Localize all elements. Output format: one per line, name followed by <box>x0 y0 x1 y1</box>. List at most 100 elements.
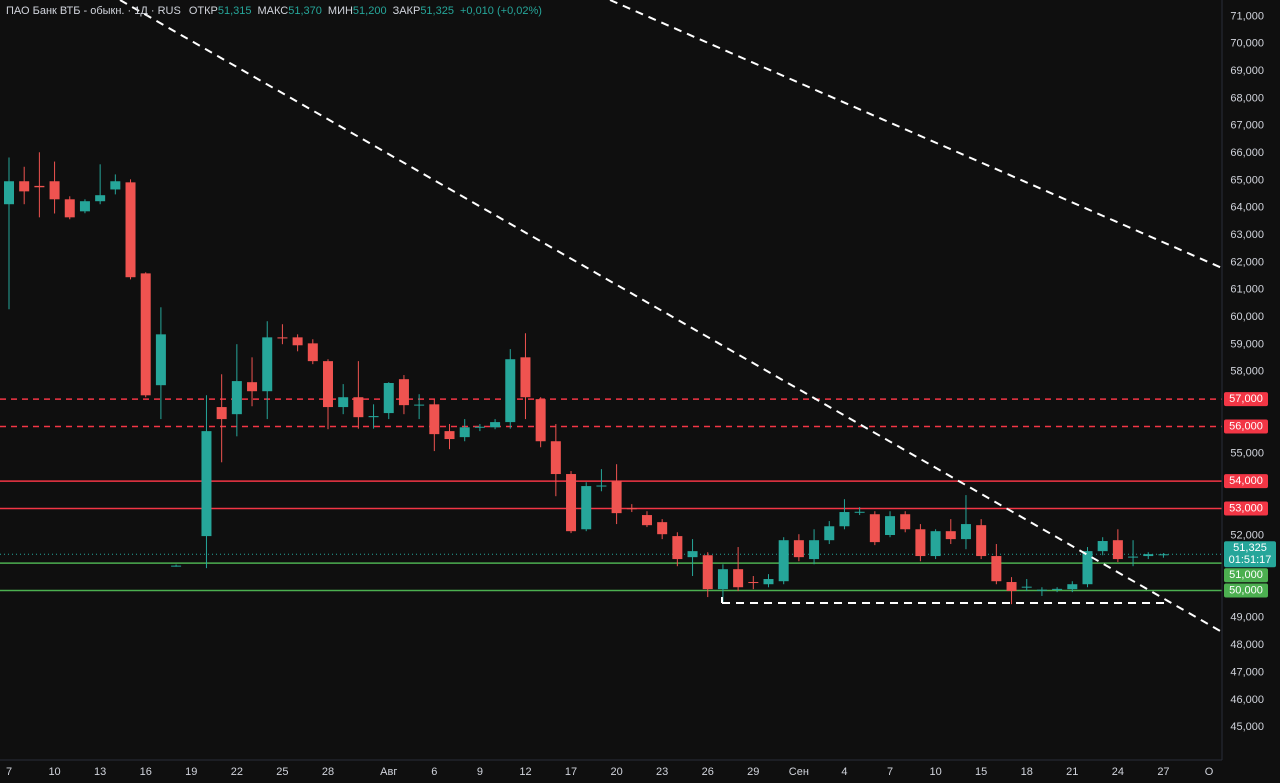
candle-body <box>687 551 698 558</box>
candle-body <box>657 522 668 535</box>
candle-body <box>869 514 880 543</box>
candle-body <box>155 334 166 386</box>
candle-body <box>110 181 121 190</box>
x-tick-label: 4 <box>841 766 847 778</box>
countdown-text: 01:51:17 <box>1229 554 1272 566</box>
candle-body <box>338 397 349 408</box>
candle-body <box>216 407 227 420</box>
candle-body <box>535 399 546 442</box>
candle-body <box>459 427 470 438</box>
x-tick-label: 9 <box>477 766 483 778</box>
candle-body <box>4 181 14 205</box>
candle-body <box>1082 551 1093 585</box>
y-tick-label: 55,000 <box>1230 448 1264 460</box>
candle-body <box>626 508 637 510</box>
candle-body <box>262 337 273 392</box>
last-price-box <box>1224 541 1276 568</box>
level-label-box <box>1224 419 1268 434</box>
y-tick-label: 67,000 <box>1230 120 1264 132</box>
x-tick-label: 23 <box>656 766 668 778</box>
candle-body <box>566 474 577 532</box>
y-tick-label: 46,000 <box>1230 694 1264 706</box>
x-tick-label: 10 <box>48 766 60 778</box>
candle-body <box>915 529 926 557</box>
level-label-box <box>1224 568 1268 583</box>
level-label: 57,000 <box>1229 393 1263 405</box>
y-tick-label: 63,000 <box>1230 229 1264 241</box>
candle-body <box>231 381 242 415</box>
candle-body <box>733 569 744 588</box>
candle-body <box>49 181 60 200</box>
candle-body <box>641 515 652 526</box>
candle-body <box>1158 554 1169 556</box>
y-tick-label: 47,000 <box>1230 666 1264 678</box>
trend-line <box>119 0 1223 633</box>
candle-body <box>34 185 45 188</box>
field-label: ЗАКР <box>392 5 421 17</box>
y-tick-label: 64,000 <box>1230 202 1264 214</box>
x-tick-label: Авг <box>380 766 397 778</box>
x-tick-label: Сен <box>789 766 809 778</box>
x-tick-label: 16 <box>140 766 152 778</box>
candle-body <box>444 431 455 440</box>
candle-body <box>930 531 941 557</box>
x-tick-label: 7 <box>6 766 12 778</box>
x-tick-label: О <box>1205 766 1214 778</box>
candle-body <box>429 404 440 435</box>
candle-body <box>171 565 182 567</box>
candle-body <box>778 540 789 582</box>
field-value: 51,200 <box>352 5 387 17</box>
candle-body <box>353 397 364 418</box>
candle-body <box>398 379 409 406</box>
x-tick-label: 6 <box>431 766 437 778</box>
x-tick-label: 29 <box>747 766 759 778</box>
candle-body <box>1021 586 1032 588</box>
candle-body <box>1097 541 1108 552</box>
y-tick-label: 49,000 <box>1230 612 1264 624</box>
y-tick-label: 65,000 <box>1230 174 1264 186</box>
x-tick-label: 26 <box>702 766 714 778</box>
level-label: 51,000 <box>1229 569 1263 581</box>
candle-body <box>672 536 683 560</box>
candle-body <box>414 404 425 406</box>
x-tick-label: 17 <box>565 766 577 778</box>
field-label: МИН <box>327 5 353 17</box>
candle-body <box>763 579 774 585</box>
level-label-box <box>1224 392 1268 407</box>
y-tick-label: 61,000 <box>1230 284 1264 296</box>
y-tick-label: 45,000 <box>1230 721 1264 733</box>
candle-body <box>79 201 90 212</box>
level-label: 56,000 <box>1229 420 1263 432</box>
candle-body <box>702 555 713 590</box>
candle-body <box>809 540 820 560</box>
candle-body <box>885 516 896 536</box>
candle-body <box>854 511 865 513</box>
candle-body <box>900 514 911 530</box>
x-tick-label: 21 <box>1066 766 1078 778</box>
x-tick-label: 18 <box>1021 766 1033 778</box>
candle-body <box>839 512 850 527</box>
x-tick-label: 12 <box>519 766 531 778</box>
x-tick-label: 24 <box>1112 766 1124 778</box>
x-tick-label: 27 <box>1157 766 1169 778</box>
candle-body <box>307 343 318 362</box>
candle-body <box>717 569 728 590</box>
field-value: 51,325 <box>420 5 454 17</box>
y-tick-label: 70,000 <box>1230 38 1264 50</box>
price-axis-panel <box>1222 0 1280 783</box>
y-tick-label: 59,000 <box>1230 338 1264 350</box>
candle-body <box>505 359 516 423</box>
y-tick-label: 52,000 <box>1230 530 1264 542</box>
candle-body <box>976 525 987 557</box>
candle-body <box>95 195 106 202</box>
y-tick-label: 68,000 <box>1230 92 1264 104</box>
candle-body <box>960 524 971 540</box>
candle-body <box>490 422 501 428</box>
candle-body <box>1067 584 1078 590</box>
candle-body <box>64 199 75 218</box>
field-value: 51,370 <box>288 5 322 17</box>
x-tick-label: 28 <box>322 766 334 778</box>
candle-body <box>1143 554 1154 557</box>
